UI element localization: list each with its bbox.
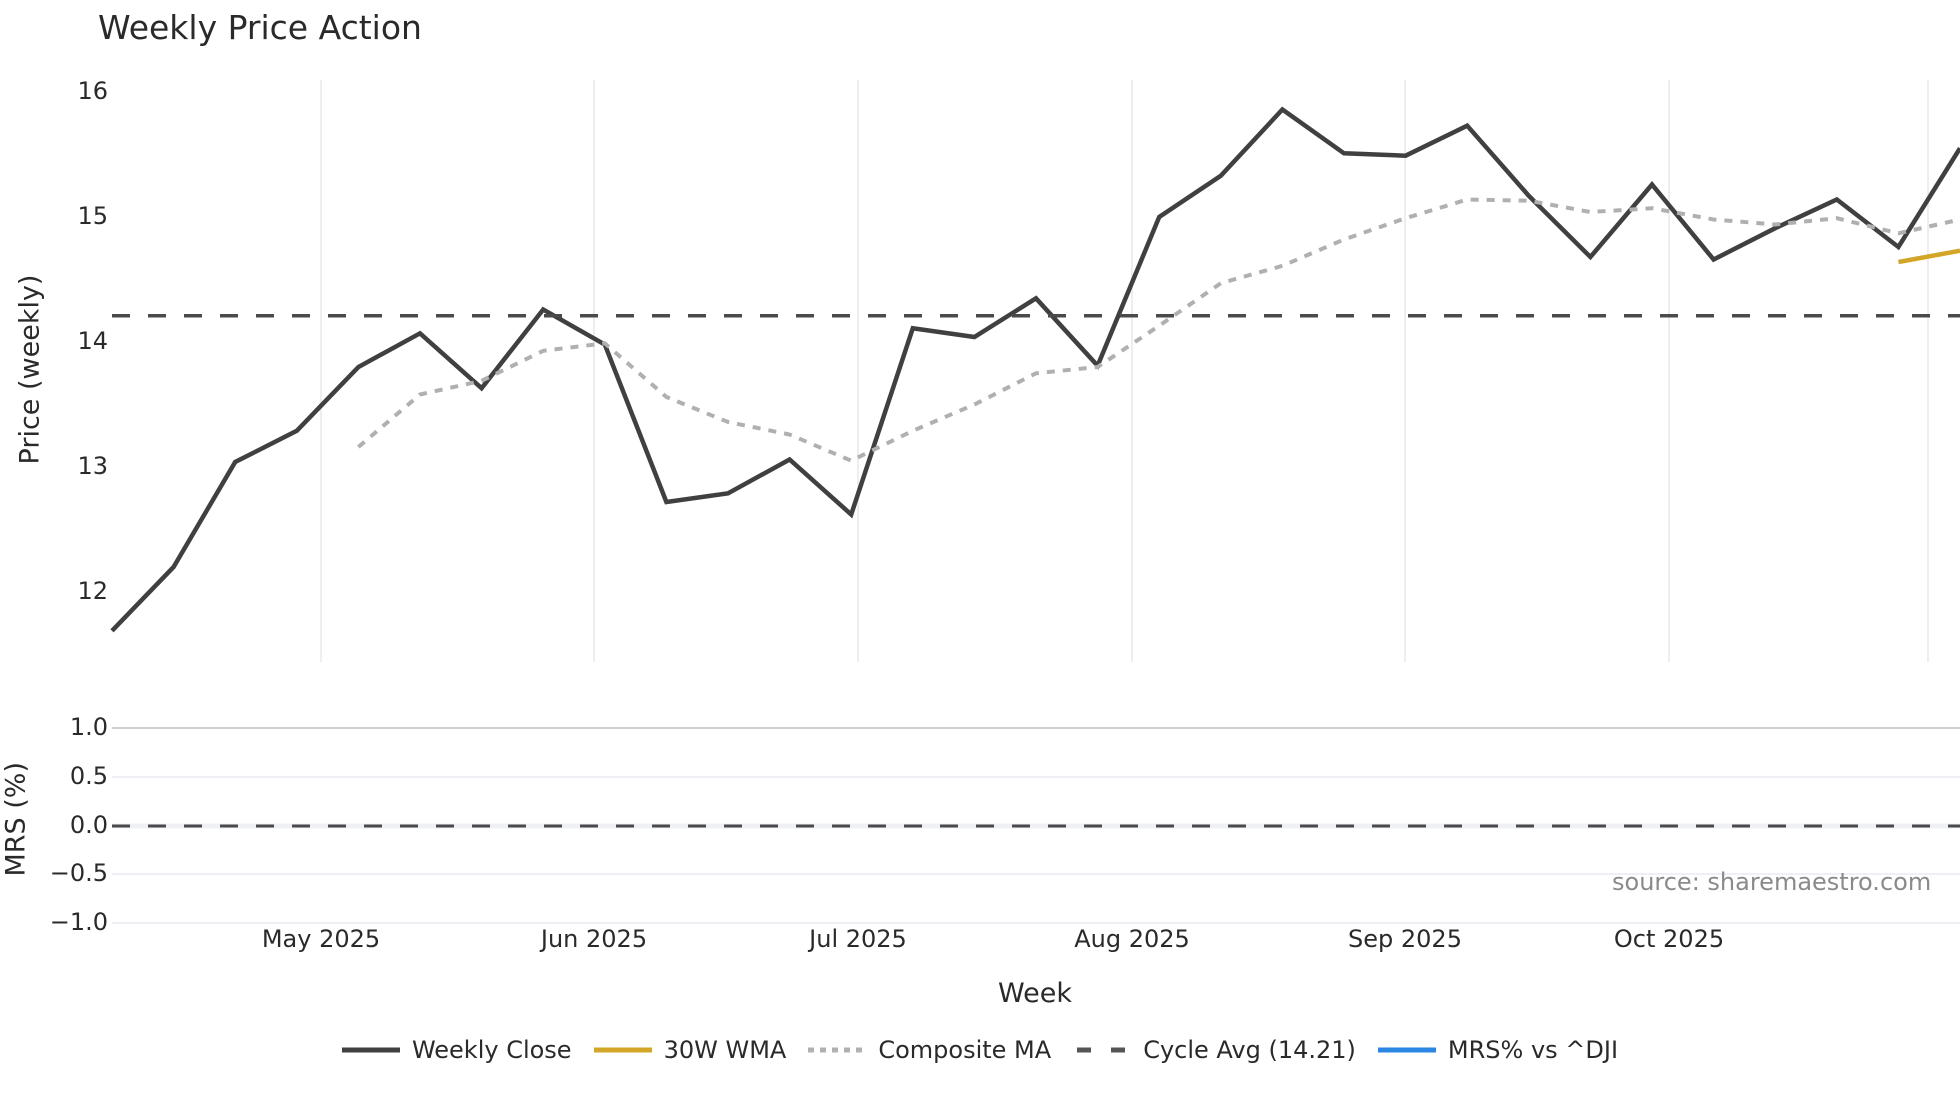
weekly-close-line (110, 106, 1960, 633)
legend-label: MRS% vs ^DJI (1447, 1036, 1619, 1064)
chart-title: Weekly Price Action (98, 8, 422, 47)
price-axis-label: Price (weekly) (14, 274, 46, 465)
y-tick-label: 14 (77, 327, 108, 355)
x-tick-label: Sep 2025 (1348, 925, 1462, 953)
mrs-axis-label: MRS (%) (0, 762, 32, 877)
y-tick-label: 12 (77, 577, 108, 605)
y-tick-label: 1.0 (69, 713, 108, 741)
x-tick-label: Jun 2025 (540, 925, 648, 953)
legend-item[interactable]: Weekly Close (341, 1036, 572, 1064)
legend-swatch-icon (1377, 1047, 1436, 1053)
y-tick-label: 0.5 (69, 762, 108, 790)
legend-item[interactable]: MRS% vs ^DJI (1377, 1036, 1619, 1064)
x-tick-label: Jul 2025 (809, 925, 907, 953)
chart-legend: Weekly Close 30W WMA Composite MA Cycle Avg… (0, 1036, 1960, 1064)
legend-item[interactable]: Cycle Avg (14.21) (1073, 1036, 1356, 1064)
y-tick-label: 0.0 (69, 811, 108, 839)
legend-label: 30W WMA (663, 1036, 787, 1064)
y-tick-label: −1.0 (49, 908, 108, 936)
y-tick-label: 16 (77, 77, 108, 105)
legend-label: Composite MA (878, 1036, 1052, 1064)
y-tick-label: 13 (77, 452, 108, 480)
y-tick-label: 15 (77, 202, 108, 230)
legend-label: Cycle Avg (14.21) (1143, 1036, 1356, 1064)
x-axis-label: Week (998, 978, 1072, 1009)
x-tick-label: May 2025 (261, 925, 381, 953)
x-tick-label: Aug 2025 (1074, 925, 1190, 953)
legend-swatch-icon (1077, 1047, 1132, 1053)
legend-item[interactable]: Composite MA (808, 1036, 1051, 1064)
x-tick-label: Oct 2025 (1613, 925, 1725, 953)
legend-swatch-icon (341, 1047, 400, 1053)
y-tick-label: −0.5 (49, 859, 108, 887)
legend-label: Weekly Close (411, 1036, 572, 1064)
composite-ma-line (357, 197, 1960, 463)
source-annotation: source: sharemaestro.com (1612, 868, 1932, 896)
legend-swatch-icon (593, 1047, 652, 1053)
30w-wma-line (1897, 248, 1960, 265)
legend-item[interactable]: 30W WMA (593, 1036, 787, 1064)
legend-swatch-icon (808, 1047, 867, 1053)
